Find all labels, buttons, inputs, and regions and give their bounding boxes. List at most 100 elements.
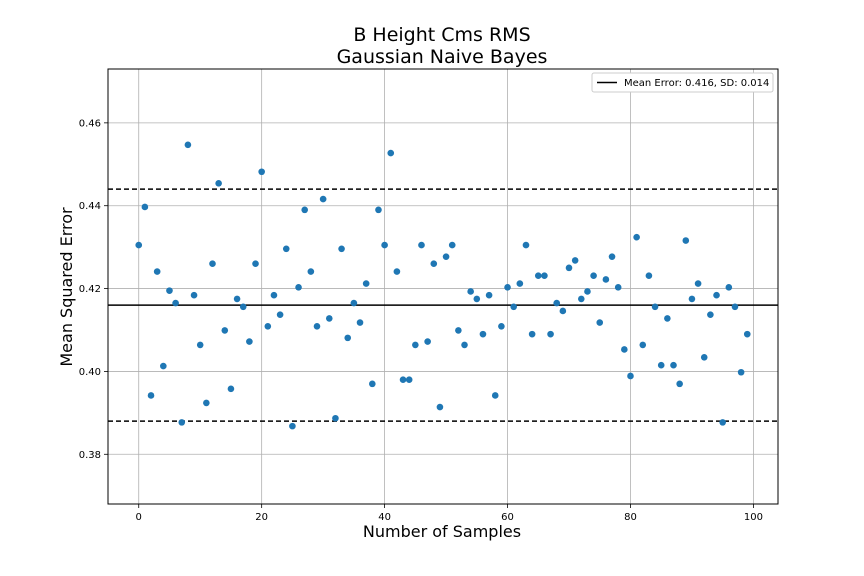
- data-point: [356, 319, 364, 326]
- data-point: [362, 280, 370, 287]
- data-point: [147, 392, 155, 399]
- data-point: [215, 180, 222, 187]
- y-tick-label: 0.38: [79, 450, 101, 461]
- data-point: [602, 276, 610, 283]
- data-point: [387, 149, 395, 157]
- data-point: [504, 284, 511, 291]
- data-point: [276, 311, 284, 318]
- data-point: [590, 272, 597, 280]
- data-point: [455, 327, 462, 334]
- data-point: [405, 376, 413, 384]
- data-point: [571, 257, 579, 264]
- data-point: [221, 327, 229, 334]
- data-point: [190, 291, 198, 299]
- y-tick-label: 0.42: [79, 284, 101, 295]
- data-point: [141, 203, 149, 211]
- data-point: [467, 288, 474, 295]
- data-point: [491, 392, 499, 399]
- data-point: [246, 338, 253, 345]
- data-point: [319, 195, 327, 203]
- x-tick-label: 20: [255, 512, 268, 523]
- data-point: [289, 422, 296, 430]
- data-point: [633, 233, 640, 241]
- data-point: [325, 315, 333, 322]
- data-point: [160, 362, 167, 370]
- data-point: [153, 268, 161, 275]
- data-point: [448, 241, 456, 249]
- data-point: [135, 241, 143, 249]
- data-point: [614, 284, 622, 291]
- data-point: [369, 380, 376, 388]
- x-tick-label: 80: [624, 512, 637, 523]
- data-point: [412, 341, 419, 349]
- data-point: [227, 385, 235, 393]
- data-point: [436, 403, 444, 411]
- data-point: [725, 284, 733, 291]
- data-point: [565, 264, 573, 272]
- data-point: [233, 295, 241, 303]
- data-point: [516, 280, 524, 287]
- data-point: [639, 341, 647, 349]
- data-point: [473, 295, 481, 303]
- data-point: [737, 368, 745, 376]
- data-point: [295, 284, 302, 291]
- data-point: [172, 299, 179, 307]
- data-point: [522, 241, 530, 249]
- data-points: [135, 141, 751, 430]
- x-tick-label: 100: [744, 512, 763, 523]
- data-point: [393, 268, 401, 275]
- data-point: [541, 272, 548, 280]
- data-point: [479, 330, 487, 338]
- data-point: [381, 241, 388, 249]
- data-point: [375, 206, 382, 214]
- data-point: [608, 253, 616, 260]
- x-tick-label: 0: [136, 512, 142, 523]
- data-point: [166, 287, 173, 294]
- data-point: [664, 315, 671, 322]
- data-point: [682, 237, 690, 244]
- data-point: [203, 399, 210, 407]
- data-point: [442, 253, 450, 260]
- y-tick-label: 0.46: [79, 118, 101, 129]
- data-point: [338, 245, 345, 253]
- data-point: [547, 330, 554, 338]
- data-point: [645, 272, 653, 280]
- data-point: [498, 322, 505, 330]
- data-point: [694, 280, 702, 287]
- chart-title: B Height Cms RMS: [353, 24, 530, 46]
- data-point: [719, 419, 726, 426]
- data-point: [264, 322, 272, 330]
- chart-subtitle: Gaussian Naive Bayes: [337, 46, 548, 68]
- x-axis-ticks: 0 20 40 60 80 100: [136, 504, 763, 523]
- data-point: [350, 299, 358, 307]
- y-axis-label: Mean Squared Error: [57, 207, 76, 367]
- data-point: [510, 303, 517, 311]
- data-point: [596, 319, 604, 326]
- data-point: [209, 260, 216, 268]
- data-point: [270, 291, 278, 299]
- x-tick-label: 60: [501, 512, 514, 523]
- data-point: [621, 346, 628, 353]
- x-tick-label: 40: [378, 512, 391, 523]
- data-point: [461, 341, 468, 349]
- data-point: [578, 295, 585, 303]
- data-point: [307, 268, 315, 275]
- data-point: [399, 376, 407, 384]
- data-point: [282, 245, 290, 253]
- data-point: [528, 330, 536, 338]
- data-point: [676, 380, 683, 388]
- legend: Mean Error: 0.416, SD: 0.014: [591, 72, 774, 93]
- legend-entry-mean: Mean Error: 0.416, SD: 0.014: [624, 78, 769, 89]
- data-point: [534, 272, 542, 280]
- data-point: [424, 338, 431, 345]
- y-tick-label: 0.40: [79, 367, 101, 378]
- data-point: [239, 303, 247, 311]
- y-tick-label: 0.44: [79, 201, 101, 212]
- y-axis-ticks: 0.38 0.40 0.42 0.44 0.46: [79, 118, 108, 461]
- data-point: [700, 354, 708, 361]
- data-point: [430, 260, 438, 268]
- data-point: [332, 414, 339, 422]
- data-point: [553, 299, 561, 307]
- data-point: [178, 419, 186, 426]
